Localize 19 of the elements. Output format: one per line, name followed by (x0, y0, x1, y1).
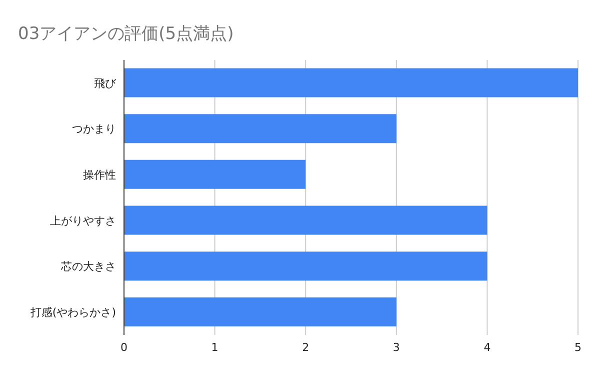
x-tick-label: 3 (392, 340, 400, 354)
x-tick-label: 1 (211, 340, 218, 354)
y-tick-label: つかまり (72, 122, 116, 136)
y-tick-label: 上がりやすさ (50, 214, 116, 228)
y-tick-label: 飛び (94, 76, 117, 90)
x-tick-label: 5 (574, 340, 582, 354)
x-tick-label: 2 (302, 340, 310, 354)
y-tick-label: 打感(やわらかさ) (29, 306, 116, 319)
x-tick-label: 4 (484, 340, 491, 354)
bar (124, 297, 396, 326)
chart-title: 03アイアンの評価(5点満点) (18, 23, 234, 45)
y-tick-label: 操作性 (83, 168, 116, 182)
x-tick-label: 0 (120, 340, 128, 354)
bar (124, 68, 578, 98)
bar (124, 252, 488, 281)
bar (124, 160, 306, 189)
bar (124, 114, 396, 144)
bar (124, 206, 488, 235)
y-tick-label: 芯の大きさ (60, 260, 116, 274)
